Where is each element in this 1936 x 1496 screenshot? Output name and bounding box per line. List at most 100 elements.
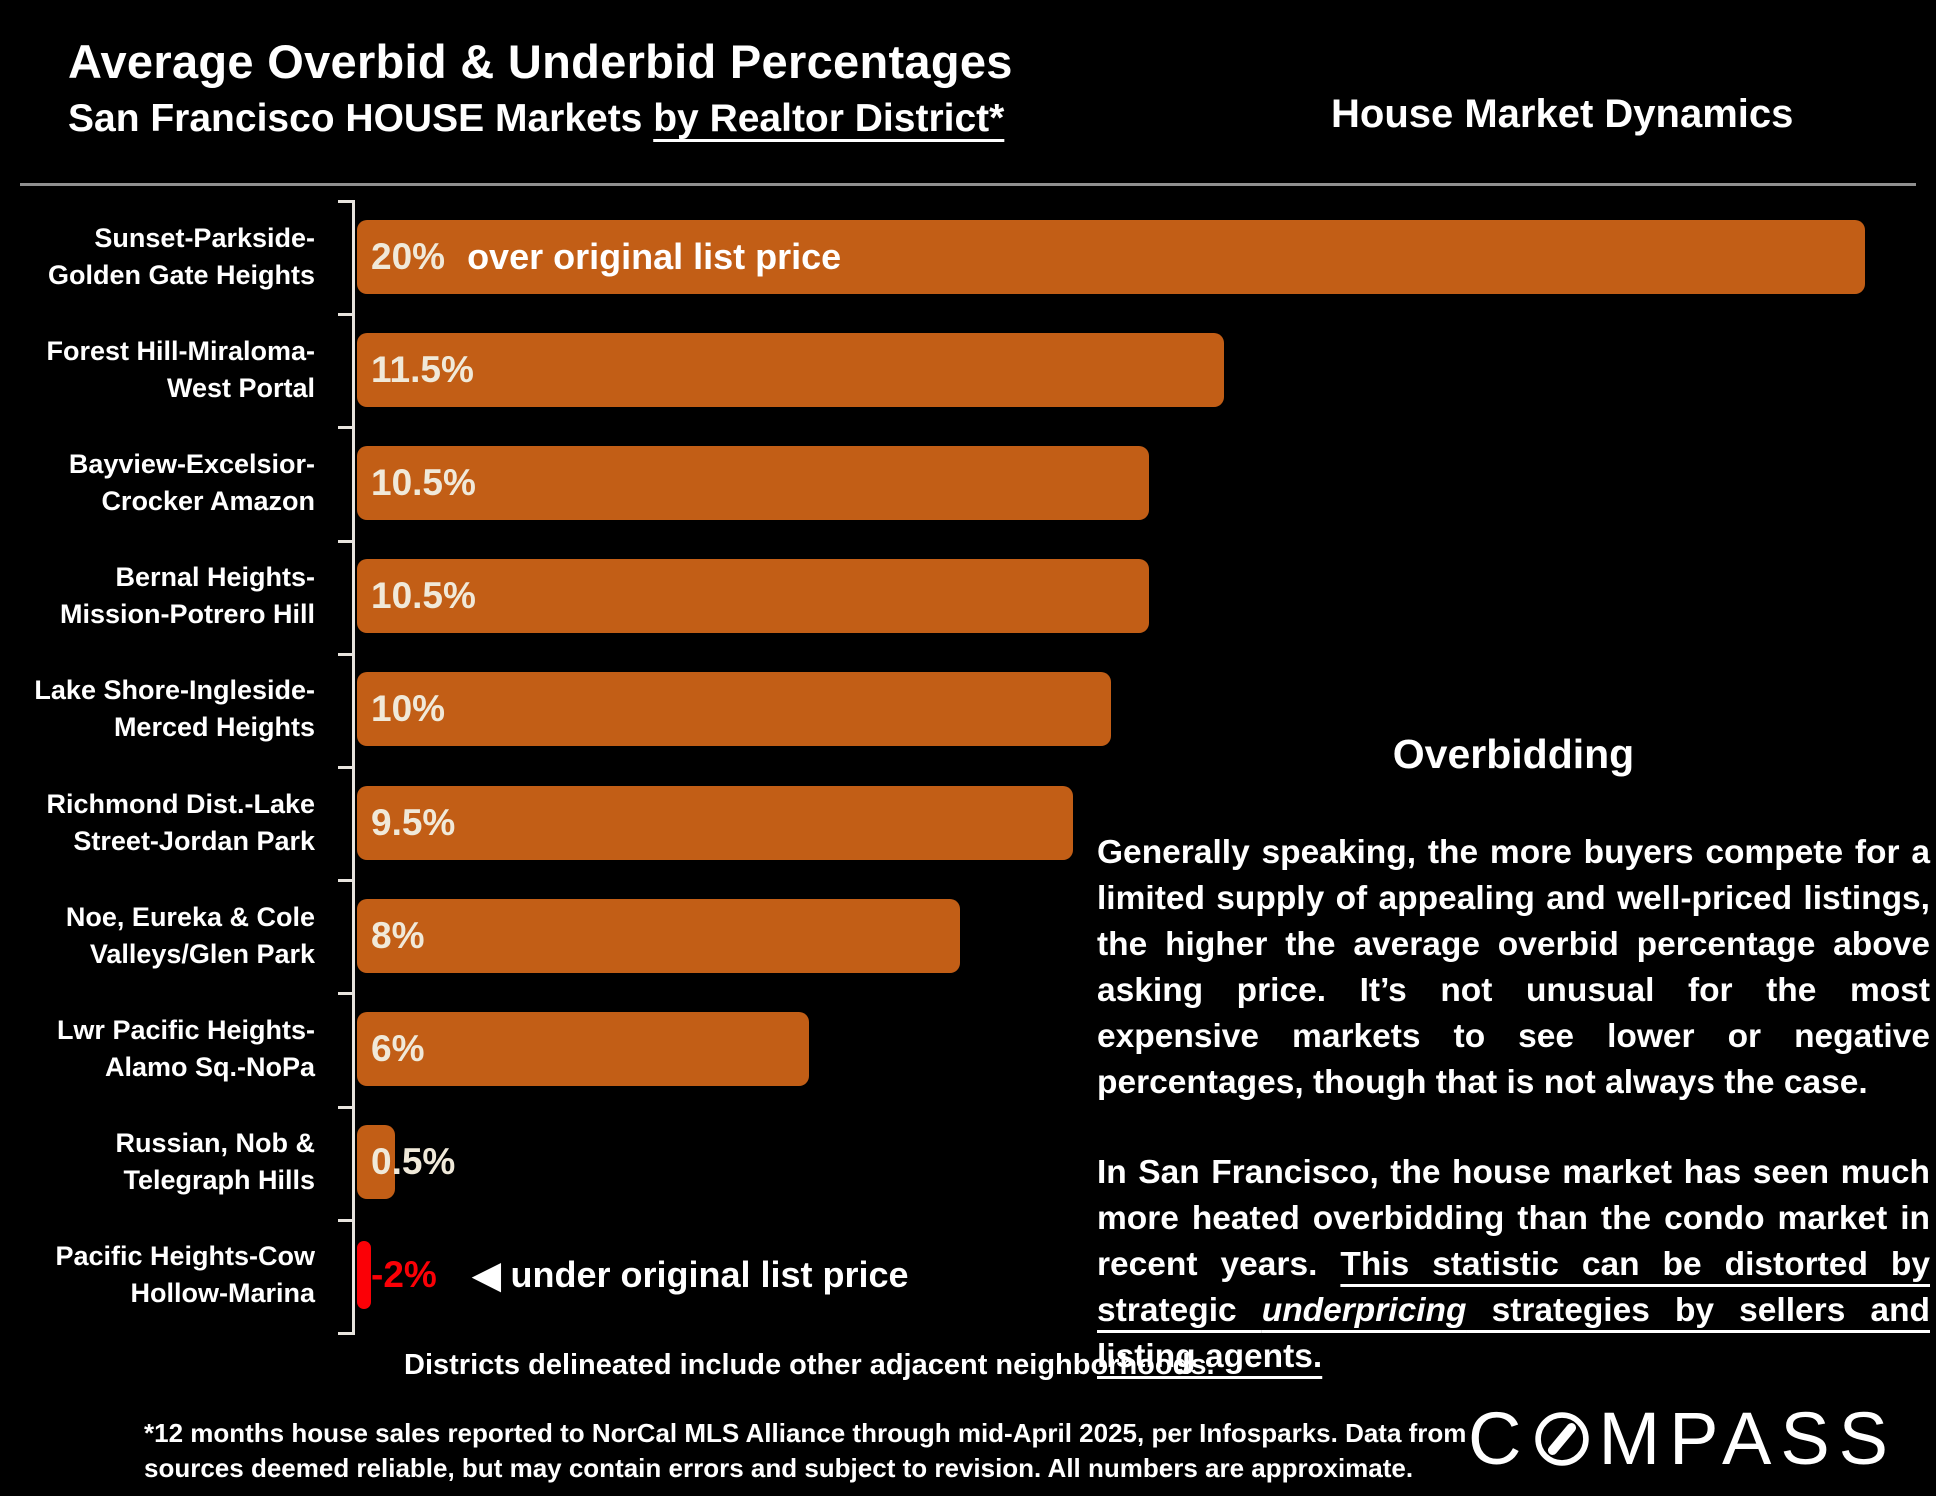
category-label-line: Richmond Dist.-Lake: [46, 788, 315, 819]
chart-row: Lwr Pacific Heights- Alamo Sq.-NoPa 6%: [0, 992, 1936, 1105]
bar-value-label: 10.5%: [371, 461, 476, 503]
axis-tick: [338, 426, 355, 430]
compass-logo-o-icon: [1535, 1411, 1590, 1466]
chart-row: Sunset-Parkside- Golden Gate Heights 20% …: [0, 200, 1936, 313]
bar: [357, 898, 961, 973]
category-label: Bayview-Excelsior- Crocker Amazon: [0, 446, 355, 520]
bar-annotation: ◀ under original list price: [472, 1254, 909, 1296]
sidebar-text-block: Overbidding Generally speaking, the more…: [1097, 731, 1930, 1380]
bar-track: 11.5%: [355, 313, 1936, 426]
axis-tick: [338, 539, 355, 543]
bar-label-group: 11.5%: [371, 313, 474, 426]
category-label: Sunset-Parkside- Golden Gate Heights: [0, 220, 355, 294]
bar: [357, 445, 1149, 520]
compass-logo: C MPASS: [1468, 1396, 1897, 1481]
bar-value-label: -2%: [371, 1254, 437, 1296]
header-tagline: House Market Dynamics: [1331, 92, 1794, 136]
category-label-line: Telegraph Hills: [123, 1165, 315, 1196]
bar: [357, 332, 1225, 407]
compass-logo-text-start: C: [1468, 1397, 1531, 1480]
category-label: Forest Hill-Miraloma- West Portal: [0, 333, 355, 407]
category-label: Lake Shore-Ingleside- Merced Heights: [0, 672, 355, 746]
bar-value-label: 0.5%: [371, 1141, 456, 1183]
chart-row: Pacific Heights-Cow Hollow-Marina -2% ◀ u…: [0, 1219, 1936, 1332]
category-label-line: West Portal: [166, 372, 315, 403]
bar-value-label: 9.5%: [371, 801, 456, 843]
chart-row: Richmond Dist.-Lake Street-Jordan Park 9.…: [0, 766, 1936, 879]
bar-value-label: 11.5%: [371, 348, 474, 390]
bar: [357, 1241, 371, 1310]
bar-track: 10%: [355, 653, 1936, 766]
category-label-line: Pacific Heights-Cow: [55, 1241, 315, 1272]
chart-row: Noe, Eureka & Cole Valleys/Glen Park 8%: [0, 879, 1936, 992]
chart-row: Bayview-Excelsior- Crocker Amazon 10.5%: [0, 426, 1936, 539]
bar-annotation: over original list price: [467, 235, 842, 277]
bar: [357, 1125, 395, 1200]
bar: [357, 1011, 810, 1086]
chart-rows: Sunset-Parkside- Golden Gate Heights 20% …: [0, 200, 1936, 1332]
bar-label-group: 20% over original list price: [371, 200, 841, 313]
sidebar-paragraph-2: In San Francisco, the house market has s…: [1097, 1150, 1930, 1380]
bar-label-group: 6%: [371, 992, 424, 1105]
axis-tick: [338, 1218, 355, 1222]
bar-label-group: 9.5%: [371, 766, 455, 879]
subtitle-plain: San Francisco HOUSE Markets: [68, 97, 654, 140]
bar-value-label: 10.5%: [371, 575, 476, 617]
category-label-line: Street-Jordan Park: [73, 825, 315, 856]
axis-tick: [338, 1105, 355, 1109]
category-label: Bernal Heights- Mission-Potrero Hill: [0, 559, 355, 633]
bar-chart: Sunset-Parkside- Golden Gate Heights 20% …: [0, 200, 1936, 1336]
bar-label-group: 10%: [371, 653, 445, 766]
category-label-line: Noe, Eureka & Cole: [65, 901, 315, 932]
bar-value-label: 6%: [371, 1027, 425, 1069]
bar-track: -2% ◀ under original list price: [355, 1219, 1936, 1332]
bar-value-label: 10%: [371, 688, 446, 730]
bar-track: 9.5%: [355, 766, 1936, 879]
chart-row: Russian, Nob & Telegraph Hills 0.5%: [0, 1106, 1936, 1219]
bar: [357, 672, 1111, 747]
page-title: Average Overbid & Underbid Percentages: [68, 35, 1013, 88]
compass-logo-text-end: MPASS: [1598, 1397, 1898, 1480]
bar-track: 20% over original list price: [355, 200, 1936, 313]
bar-track: 10.5%: [355, 540, 1936, 653]
axis-tick: [338, 652, 355, 656]
paragraph-segment: This statistic can be distorted by strat…: [1097, 1246, 1930, 1329]
category-label-line: Hollow-Marina: [130, 1278, 315, 1309]
category-label: Pacific Heights-Cow Hollow-Marina: [0, 1238, 355, 1312]
page-subtitle: San Francisco HOUSE Markets by Realtor D…: [68, 97, 1004, 141]
chart-row: Bernal Heights- Mission-Potrero Hill 10.5…: [0, 540, 1936, 653]
axis-tick: [338, 313, 355, 317]
category-label-line: Mission-Potrero Hill: [59, 599, 315, 630]
footer-note: Districts delineated include other adjac…: [404, 1349, 1215, 1381]
bar-track: 0.5%: [355, 1106, 1936, 1219]
subtitle-underlined: by Realtor District*: [653, 97, 1005, 140]
category-label-line: Golden Gate Heights: [47, 259, 315, 290]
category-label-line: Crocker Amazon: [101, 485, 315, 516]
axis-tick: [338, 1332, 355, 1335]
paragraph-segment: underpricing: [1261, 1292, 1467, 1329]
sidebar-paragraph-1: Generally speaking, the more buyers comp…: [1097, 834, 1930, 1101]
category-label: Richmond Dist.-Lake Street-Jordan Park: [0, 786, 355, 860]
bar-track: 6%: [355, 992, 1936, 1105]
bar-value-label: 20%: [371, 235, 446, 277]
category-label: Lwr Pacific Heights- Alamo Sq.-NoPa: [0, 1012, 355, 1086]
category-label-line: Forest Hill-Miraloma-: [46, 335, 315, 366]
category-label-line: Lake Shore-Ingleside-: [34, 675, 315, 706]
category-label: Russian, Nob & Telegraph Hills: [0, 1125, 355, 1199]
paragraph-segment: In San Francisco, the house market has s…: [1097, 1154, 1930, 1283]
category-label-line: Lwr Pacific Heights-: [56, 1014, 315, 1045]
bar-label-group: 10.5%: [371, 426, 476, 539]
paragraph-segment: strategies by sellers and listing agents…: [1097, 1292, 1930, 1375]
bar-track: 8%: [355, 879, 1936, 992]
bar: [357, 559, 1149, 634]
category-label-line: Valleys/Glen Park: [89, 938, 315, 969]
chart-row: Lake Shore-Ingleside- Merced Heights 10%: [0, 653, 1936, 766]
bar-label-group: 10.5%: [371, 540, 476, 653]
category-label-line: Merced Heights: [113, 712, 315, 743]
sidebar-heading: Overbidding: [1392, 731, 1635, 777]
bar: [357, 785, 1074, 860]
bar-value-label: 8%: [371, 914, 425, 956]
bar-label-group: 8%: [371, 879, 424, 992]
category-label-line: Alamo Sq.-NoPa: [104, 1051, 315, 1082]
